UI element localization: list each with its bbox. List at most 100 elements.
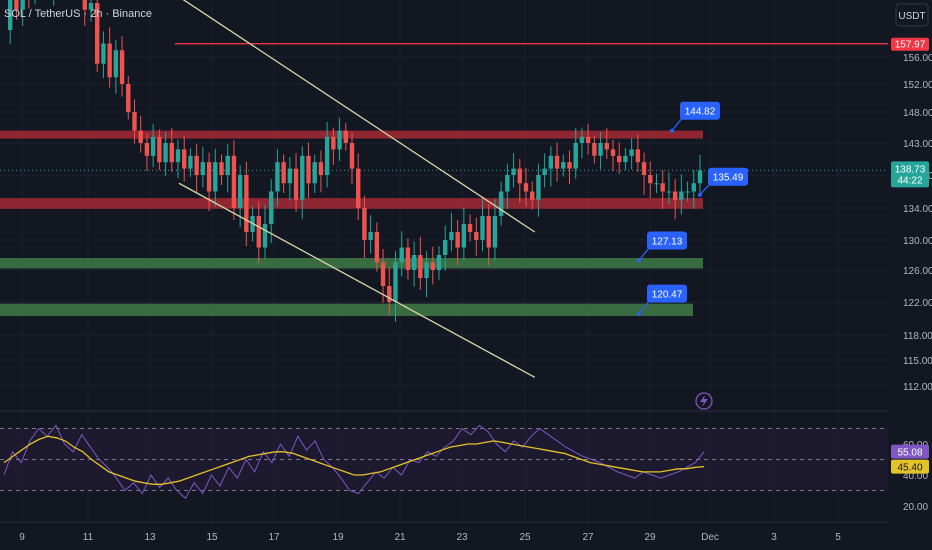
candle-body [194, 155, 199, 175]
candle-body [237, 175, 243, 208]
support-zone [0, 258, 703, 269]
candle-body [281, 162, 286, 184]
lightning-icon-glyph [700, 395, 708, 407]
trendline [178, 182, 536, 378]
time-tick-label: 29 [644, 532, 656, 543]
candle-body [666, 191, 672, 193]
candle-body [511, 168, 516, 175]
price-callout[interactable] [680, 101, 720, 120]
price-axis[interactable]: 156.00152.00148.00143.00138.00134.00130.… [888, 0, 932, 550]
candle-body [349, 143, 355, 169]
candle-body [213, 162, 218, 192]
candle-body [82, 0, 87, 10]
price-callout-label: 135.49 [713, 173, 744, 184]
candle-body [641, 162, 647, 175]
candle-body [697, 170, 703, 184]
price-tick-label: 152.00 [903, 80, 932, 91]
candle-body [567, 162, 572, 169]
time-tick-label: 21 [394, 532, 406, 543]
candle-body [443, 240, 448, 255]
candle-body [244, 175, 249, 232]
candle-body [8, 0, 13, 30]
current-price-tag [891, 161, 929, 188]
callout-anchor [637, 311, 641, 316]
time-tick-label: 13 [144, 532, 156, 543]
price-callout[interactable] [708, 167, 748, 186]
candle-body [610, 149, 616, 156]
callout-anchor [670, 128, 674, 133]
candle-body [150, 136, 156, 156]
candle-body [231, 155, 237, 208]
candle-body [480, 216, 485, 240]
candle-body [474, 232, 479, 240]
candle-body [256, 216, 261, 248]
candle-body [269, 191, 274, 224]
candle-body [579, 136, 585, 143]
candle-body [411, 255, 417, 270]
support-zone [0, 303, 693, 317]
candle-body [356, 168, 361, 208]
candle-body [554, 155, 560, 169]
level-price-tag [891, 37, 929, 51]
candle-body [144, 143, 150, 156]
candle-body [182, 149, 187, 169]
candle-body [206, 162, 212, 192]
symbol-title: SOL / TetherUS · 2h · Binance [4, 8, 152, 20]
candle-body [685, 191, 690, 193]
price-tick-label: 134.00 [903, 204, 932, 215]
candle-body [530, 191, 535, 200]
candle-body [604, 143, 609, 150]
candle-body [163, 143, 168, 163]
candle-body [573, 143, 578, 169]
candle-body [467, 224, 473, 232]
candle-body [225, 155, 230, 175]
candle-body [374, 232, 380, 263]
time-tick-label: 17 [268, 532, 280, 543]
time-axis[interactable]: 9 11 13 15 17 19 21 23 25 27 29 Dec 3 5 [0, 521, 888, 543]
candle-body [132, 112, 137, 131]
resistance-zone [0, 198, 703, 209]
time-tick-label: Dec [701, 532, 719, 543]
candle-body [368, 232, 373, 240]
candle-body [592, 143, 597, 156]
candle-body [405, 247, 411, 270]
price-callout-label: 127.13 [652, 237, 683, 248]
candle-body [101, 43, 106, 64]
price-callouts[interactable]: 144.82 135.49 127.13 120.47 [637, 101, 748, 316]
candle-body [200, 162, 206, 175]
price-tick-label: 122.00 [903, 298, 932, 309]
markers [695, 392, 713, 410]
rsi-ma-line [3, 435, 705, 485]
rsi-value-tag [891, 444, 929, 459]
price-tick-label: 148.00 [903, 108, 932, 119]
candle-body [623, 155, 628, 163]
candle-body [679, 191, 684, 200]
candle-body [424, 262, 429, 278]
candle-body [387, 286, 392, 302]
candle-body [343, 130, 348, 143]
rsi-ma-value-tag-label: 45.40 [897, 463, 922, 474]
candle-body [300, 155, 305, 200]
candle-body [287, 168, 293, 184]
currency-button[interactable]: USDT [895, 3, 929, 27]
currency-label: USDT [898, 11, 925, 22]
candle-body [523, 183, 529, 192]
candle-body [157, 136, 162, 163]
candle-body [393, 262, 398, 302]
candle-body [219, 162, 224, 175]
price-callout[interactable] [647, 231, 687, 250]
candle-body [561, 162, 566, 169]
price-callout[interactable] [647, 284, 687, 303]
trendline [182, 0, 536, 233]
lightning-icon[interactable] [695, 392, 713, 410]
time-tick-label: 27 [582, 532, 594, 543]
candle-body [175, 149, 181, 163]
candle-body [517, 168, 522, 184]
candle-body [430, 262, 435, 270]
candle-body [461, 224, 467, 248]
price-tick-label: 126.00 [903, 266, 932, 277]
price-tick-label: 130.00 [903, 236, 932, 247]
candle-body [449, 232, 454, 240]
current-price-countdown: 44:22 [897, 175, 922, 186]
